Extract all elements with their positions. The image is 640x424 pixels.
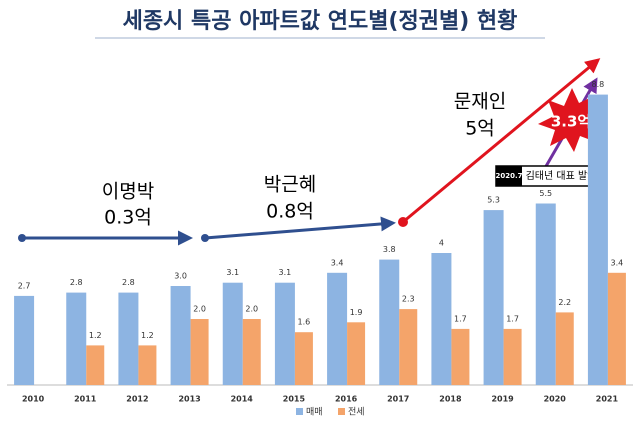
value-label: 4 [439,239,444,248]
bar [587,94,608,385]
annotation: 이명박 [102,181,154,203]
x-tick-label: 2013 [178,395,200,404]
bar [607,272,626,385]
bar [503,328,522,385]
bar [14,295,35,385]
bar [555,312,574,385]
legend-swatch [338,408,345,415]
bar [190,319,209,385]
value-label: 3.8 [383,245,396,254]
value-label: 1.7 [454,314,467,323]
x-tick-label: 2018 [439,395,462,404]
x-tick-label: 2010 [22,395,45,404]
bar [535,203,556,385]
value-label: 2.8 [122,278,135,287]
bar [86,345,105,385]
starburst [538,88,604,152]
value-label: 5.5 [539,189,552,198]
bar [451,328,470,385]
value-label: 3.1 [279,268,292,277]
x-tick-label: 2012 [126,395,148,404]
value-label: 1.9 [350,308,363,317]
annotation: 2020.7 [495,172,522,180]
bar [222,282,243,385]
value-label: 3.0 [174,272,187,281]
bar [347,322,366,385]
bar [483,210,504,385]
bar [170,286,191,385]
value-label: 3.4 [611,258,624,267]
chart-title: 세종시 특공 아파트값 연도별(정권별) 현황 [123,9,518,34]
bar [138,345,157,385]
annotation: 박근혜 [264,174,316,196]
legend-label: 전세 [348,407,365,418]
bar [118,292,139,385]
value-label: 1.2 [141,331,154,340]
arrow [204,216,396,240]
value-label: 3.1 [226,268,239,277]
value-label: 2.2 [558,298,571,307]
annotation: 0.3억 [104,207,152,229]
value-label: 2.0 [245,305,258,314]
bar [399,309,418,385]
bar [379,259,400,385]
x-tick-label: 2011 [74,395,97,404]
value-label: 5.3 [487,196,500,205]
value-label: 1.2 [89,331,102,340]
annotation: 김태년 대표 발언 [526,170,597,182]
value-label: 1.7 [506,314,519,323]
value-label: 2.3 [402,295,415,304]
value-label: 3.4 [331,258,344,267]
legend-swatch [296,408,303,415]
bar [327,272,348,385]
value-label: 8.8 [592,80,605,89]
bar [242,319,261,385]
annotation: 문재인 [454,91,506,113]
note-tag [496,166,522,186]
x-tick-label: 2021 [596,395,619,404]
x-tick-label: 2016 [335,395,358,404]
bar [66,292,87,385]
annotation: 3.3억 [551,113,591,131]
annotation: 5억 [465,118,495,140]
value-label: 2.8 [70,278,83,287]
x-tick-label: 2020 [544,395,567,404]
bar [431,253,452,385]
arrow [402,58,601,224]
x-tick-label: 2014 [231,395,254,404]
annotation: 0.8억 [266,201,314,223]
bar [274,282,295,385]
bar [294,332,313,385]
legend-label: 매매 [306,407,323,418]
x-tick-label: 2015 [283,395,306,404]
x-tick-label: 2017 [387,395,409,404]
value-label: 2.0 [193,305,206,314]
x-tick-label: 2019 [491,395,514,404]
value-label: 1.6 [298,318,311,327]
value-label: 2.7 [18,281,31,290]
